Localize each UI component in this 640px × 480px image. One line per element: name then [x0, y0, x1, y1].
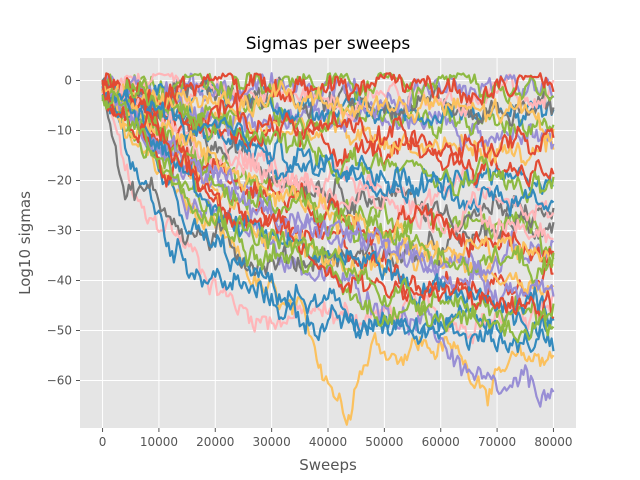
- y-tick-label: −20: [47, 174, 72, 188]
- y-tick-label: −60: [47, 374, 72, 388]
- x-tick-label: 30000: [253, 435, 291, 449]
- x-tick-label: 10000: [140, 435, 178, 449]
- x-axis-ticks: 0 10000 20000 30000 40000 50000 60000 70000 8000…: [99, 428, 573, 449]
- x-axis-label: Sweeps: [299, 456, 357, 474]
- series-line: [101, 85, 554, 267]
- series-line: [101, 77, 555, 354]
- series-line: [101, 90, 555, 344]
- x-tick-label: 60000: [422, 435, 460, 449]
- series-line: [101, 72, 555, 112]
- series-line: [101, 71, 555, 108]
- x-tick-label: 70000: [478, 435, 516, 449]
- chart-title: Sigmas per sweeps: [246, 34, 411, 54]
- x-tick-label: 40000: [309, 435, 347, 449]
- x-tick-label: 20000: [196, 435, 234, 449]
- x-tick-label: 50000: [365, 435, 403, 449]
- series-line: [101, 72, 555, 122]
- series-line: [101, 79, 555, 321]
- x-tick-label: 0: [99, 435, 107, 449]
- y-tick-label: −10: [47, 124, 72, 138]
- y-axis-label: Log10 sigmas: [16, 191, 34, 295]
- y-tick-label: −30: [47, 224, 72, 238]
- x-tick-label: 80000: [534, 435, 572, 449]
- series-line: [101, 86, 555, 408]
- series-group: [101, 71, 555, 426]
- series-line: [101, 88, 555, 217]
- y-tick-label: −50: [47, 324, 72, 338]
- series-line: [101, 80, 555, 143]
- y-tick-label: 0: [64, 74, 72, 88]
- y-axis-ticks: 0 −10 −20 −30 −40 −50 −60: [47, 74, 80, 388]
- y-tick-label: −40: [47, 274, 72, 288]
- series-line: [101, 88, 555, 426]
